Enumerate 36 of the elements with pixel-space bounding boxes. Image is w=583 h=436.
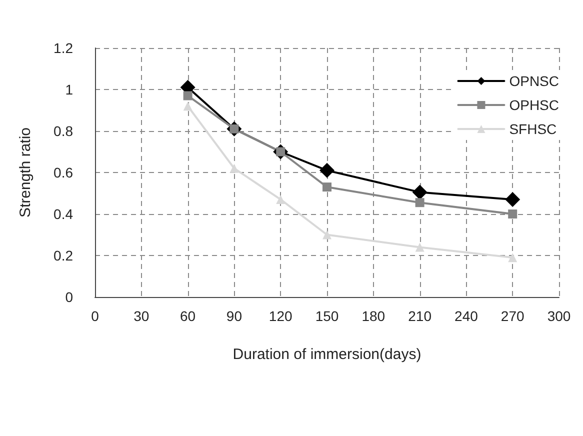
x-tick-label: 240 <box>454 308 478 324</box>
y-tick-label: 1 <box>65 82 74 98</box>
y-tick-label: 0 <box>65 289 74 305</box>
legend-label: OPNSC <box>509 73 560 89</box>
point <box>320 162 334 178</box>
point <box>412 184 428 200</box>
legend-label: OPHSC <box>509 97 560 113</box>
point <box>505 192 520 207</box>
point <box>322 182 332 192</box>
x-tick-label: 270 <box>500 308 524 324</box>
x-tick-label: 120 <box>268 308 292 324</box>
point <box>508 210 518 218</box>
y-tick-label: 0.8 <box>54 123 74 139</box>
y-axis-title: Strength ratio <box>17 127 34 218</box>
point <box>415 198 424 208</box>
x-tick-label: 210 <box>408 308 432 324</box>
y-tick-label: 0.2 <box>54 248 74 264</box>
point <box>183 91 192 100</box>
x-tick-label: 30 <box>134 308 150 324</box>
x-tick-label: 0 <box>91 308 100 324</box>
x-tick-label: 180 <box>362 308 386 324</box>
x-tick-label: 150 <box>315 308 339 324</box>
point <box>322 230 332 240</box>
y-tick-label: 0.4 <box>54 206 74 222</box>
point <box>276 194 286 204</box>
y-tick-label: 1.2 <box>54 40 74 56</box>
point <box>183 102 192 111</box>
x-tick-label: 60 <box>180 308 196 324</box>
point <box>415 242 424 252</box>
x-tick-label: 300 <box>547 308 571 324</box>
x-axis-title: Duration of immersion(days) <box>232 346 422 363</box>
point <box>230 164 239 173</box>
x-tick-label: 90 <box>226 308 242 324</box>
point <box>508 253 518 262</box>
y-tick-label: 0.6 <box>54 164 74 180</box>
legend-label: SFHSC <box>509 121 557 137</box>
